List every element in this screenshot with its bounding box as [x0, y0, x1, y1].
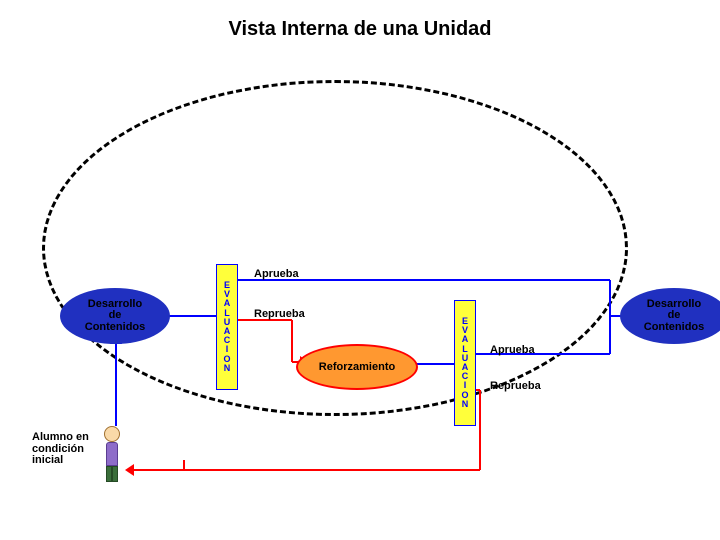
- vertical-letter: N: [224, 364, 231, 373]
- label-alumno: Alumno en condición inicial: [32, 432, 89, 467]
- label-reprueba-low: Reprueba: [490, 380, 541, 392]
- connector-line: [414, 363, 454, 365]
- connector-line: [115, 344, 117, 426]
- connector-line: [291, 320, 293, 362]
- reforzamiento-node: Reforzamiento: [296, 344, 418, 390]
- label-aprueba-top: Aprueba: [254, 268, 299, 280]
- label-reprueba-mid: Reprueba: [254, 308, 305, 320]
- node-label: Desarrollo de Contenidos: [85, 299, 146, 334]
- student-figure-icon: [104, 426, 120, 480]
- desarrollo-right-node: Desarrollo de Contenidos: [620, 288, 720, 344]
- connector-line: [134, 469, 184, 471]
- node-label: Reforzamiento: [319, 361, 395, 373]
- eval-right-box: EVALUACION: [454, 300, 476, 426]
- connector-line: [479, 390, 481, 470]
- node-label: Desarrollo de Contenidos: [644, 299, 705, 334]
- label-aprueba-right: Aprueba: [490, 344, 535, 356]
- connector-line: [168, 315, 216, 317]
- connector-line: [609, 280, 611, 316]
- connector-line: [184, 469, 480, 471]
- vertical-letter: N: [462, 400, 469, 409]
- connector-arrowhead: [125, 464, 134, 476]
- desarrollo-left-node: Desarrollo de Contenidos: [60, 288, 170, 344]
- diagram-title: Vista Interna de una Unidad: [0, 18, 720, 41]
- connector-line: [609, 316, 611, 354]
- eval-left-box: EVALUACION: [216, 264, 238, 390]
